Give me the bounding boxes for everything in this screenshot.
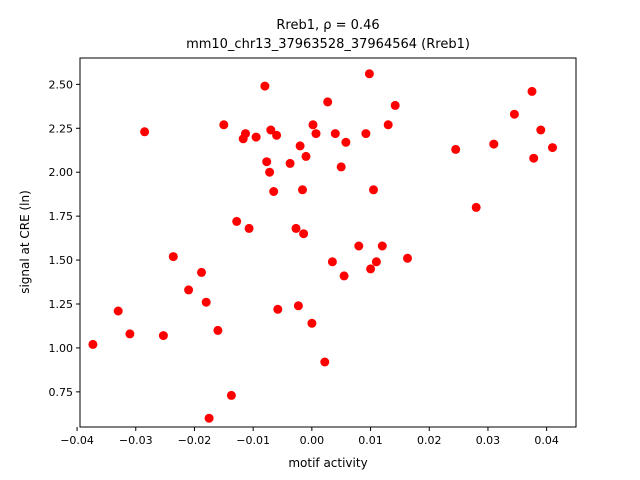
x-tick-label: −0.02 (178, 434, 212, 447)
data-point (371, 257, 381, 267)
data-point (536, 125, 546, 135)
data-point (293, 301, 303, 311)
x-tick-label: 0.03 (476, 434, 501, 447)
y-tick-label: 1.25 (49, 298, 74, 311)
data-point (266, 125, 276, 135)
data-point (285, 158, 295, 168)
data-point (299, 229, 309, 239)
data-point (273, 304, 283, 314)
data-point (330, 129, 340, 139)
x-axis-ticks: −0.04 −0.03 −0.02 −0.01 0.00 0.01 0.02 0.03 0.04 (60, 427, 559, 447)
x-tick-label: 0.02 (417, 434, 442, 447)
data-point (311, 129, 321, 139)
data-point (527, 86, 537, 96)
data-point (197, 267, 206, 277)
data-point (548, 143, 557, 153)
x-tick-label: −0.04 (60, 434, 94, 447)
data-point (241, 129, 250, 139)
data-point (509, 109, 519, 119)
data-point (529, 153, 539, 163)
chart-title-line-2: mm10_chr13_37963528_37964564 (Rreb1) (186, 37, 470, 52)
data-point (320, 357, 330, 367)
data-point (125, 329, 135, 339)
data-point (327, 257, 337, 267)
plot-area (88, 69, 557, 423)
data-point (361, 129, 371, 139)
axes-frame (79, 57, 577, 428)
data-point (291, 223, 301, 233)
x-tick-label: −0.03 (119, 434, 153, 447)
data-point (339, 271, 349, 281)
y-axis-label: signal at CRE (ln) (18, 190, 32, 294)
data-point (140, 127, 150, 137)
data-point (265, 167, 275, 177)
data-point (383, 120, 393, 130)
data-point (364, 69, 374, 79)
data-point (323, 97, 333, 107)
data-point (201, 297, 211, 307)
data-point (260, 81, 270, 91)
data-point (269, 187, 279, 196)
x-tick-label: −0.01 (236, 434, 270, 447)
data-point (226, 390, 236, 400)
data-point (369, 185, 378, 195)
data-point (336, 162, 346, 172)
data-point (307, 318, 317, 328)
data-point (88, 339, 98, 349)
y-tick-label: 1.75 (49, 210, 74, 223)
data-point (113, 306, 123, 316)
y-axis-ticks: 0.75 1.00 1.25 1.50 1.75 2.00 2.25 2.50 (49, 78, 80, 399)
data-point (341, 137, 351, 147)
data-point (377, 241, 387, 251)
data-point (489, 139, 499, 149)
data-point (204, 413, 214, 423)
y-tick-label: 0.75 (49, 386, 74, 399)
data-point (366, 264, 376, 274)
data-point (219, 120, 229, 130)
chart-title-line-1: Rreb1, ρ = 0.46 (276, 18, 379, 33)
data-point (295, 141, 305, 151)
data-point (451, 144, 461, 154)
x-tick-label: 0.04 (534, 434, 559, 447)
data-point (354, 241, 364, 251)
data-point (213, 325, 223, 335)
x-tick-label: 0.01 (358, 434, 383, 447)
data-point (298, 185, 307, 195)
y-tick-label: 2.50 (49, 78, 74, 91)
x-tick-label: 0.00 (300, 434, 325, 447)
data-point (403, 253, 412, 263)
data-point (390, 100, 400, 110)
y-tick-label: 2.25 (49, 122, 74, 135)
data-point (168, 252, 178, 262)
data-point (471, 202, 481, 212)
data-point (251, 132, 261, 142)
data-point (158, 331, 168, 341)
data-point (232, 216, 242, 226)
data-point (244, 223, 254, 233)
data-point (184, 285, 194, 295)
data-point (262, 157, 272, 167)
y-tick-label: 2.00 (49, 166, 74, 179)
data-point (301, 151, 311, 161)
data-point (272, 130, 282, 140)
data-point (308, 120, 318, 130)
y-tick-label: 1.50 (49, 254, 74, 267)
x-axis-label: motif activity (288, 456, 367, 470)
y-tick-label: 1.00 (49, 342, 74, 355)
